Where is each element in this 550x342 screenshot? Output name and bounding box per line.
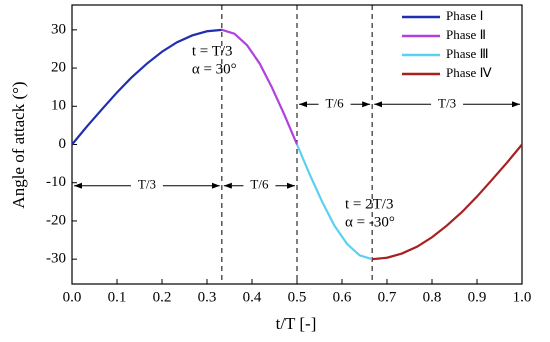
legend-label: Phase Ⅱ: [446, 27, 486, 42]
x-tick-label: 0.0: [63, 289, 82, 305]
span-label: T/3: [438, 95, 456, 110]
x-tick-label: 0.5: [288, 289, 307, 305]
x-tick-label: 0.1: [108, 289, 127, 305]
y-tick-label: 30: [51, 21, 66, 37]
legend-label: Phase Ⅰ: [446, 8, 483, 23]
x-tick-label: 0.3: [198, 289, 217, 305]
annotation: α = -30°: [345, 214, 395, 230]
data-line: [372, 143, 523, 261]
y-axis-label: Angle of attack (°): [9, 81, 28, 208]
legend-label: Phase Ⅲ: [446, 46, 489, 61]
x-axis-label: t/T [-]: [276, 314, 317, 333]
y-tick-label: 10: [51, 98, 66, 114]
y-tick-label: 0: [59, 136, 67, 152]
data-line: [71, 28, 222, 146]
y-tick-label: -30: [46, 251, 66, 267]
annotation: α = 30°: [192, 61, 237, 77]
annotation: t = T/3: [192, 43, 233, 59]
x-tick-label: 0.6: [333, 289, 352, 305]
y-tick-label: -10: [46, 174, 66, 190]
annotation: t = 2T/3: [345, 196, 393, 212]
y-tick-label: 20: [51, 59, 66, 75]
span-label: T/3: [138, 177, 156, 192]
x-tick-label: 0.7: [378, 289, 397, 305]
span-label: T/6: [250, 177, 269, 192]
data-line: [295, 144, 373, 261]
data-line: [221, 28, 299, 145]
x-tick-label: 0.2: [153, 289, 172, 305]
x-tick-label: 0.4: [243, 289, 262, 305]
span-label: T/6: [326, 95, 345, 110]
x-tick-label: 0.9: [468, 289, 487, 305]
x-tick-label: 0.8: [423, 289, 442, 305]
legend-label: Phase Ⅳ: [446, 65, 492, 80]
x-tick-label: 1.0: [513, 289, 532, 305]
y-tick-label: -20: [46, 212, 66, 228]
